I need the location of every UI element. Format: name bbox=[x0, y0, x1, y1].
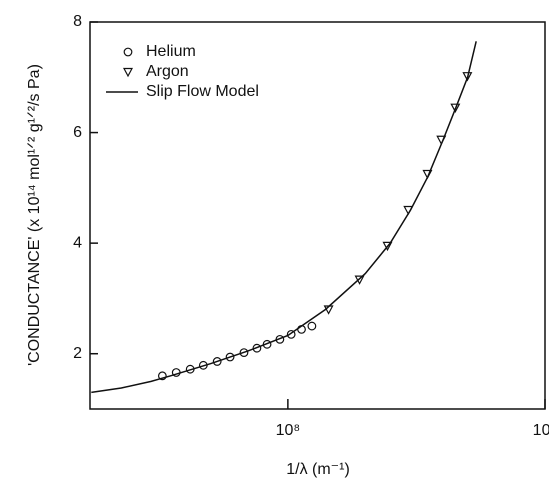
legend-label: Argon bbox=[146, 63, 189, 80]
legend-marker bbox=[123, 47, 133, 57]
data-point bbox=[239, 348, 249, 358]
data-point bbox=[382, 241, 393, 252]
y-tick-label: 6 bbox=[73, 124, 82, 141]
legend-marker bbox=[123, 67, 133, 78]
plot-frame bbox=[89, 21, 546, 410]
x-tick-label: 10⁸ bbox=[276, 422, 301, 439]
data-point bbox=[212, 357, 222, 366]
x-tick-label: 10⁹ bbox=[533, 422, 549, 439]
y-axis-label: 'CONDUCTANCE' (x 10¹⁴ mol¹ᐟ² g¹ᐟ²/s Pa) bbox=[26, 64, 43, 366]
data-point bbox=[450, 103, 461, 113]
data-point bbox=[225, 352, 235, 362]
data-point bbox=[286, 329, 296, 339]
data-point bbox=[354, 275, 365, 285]
x-axis-label: 1/λ (m⁻¹) bbox=[286, 461, 350, 478]
model-line bbox=[91, 41, 477, 394]
data-point bbox=[307, 321, 317, 331]
data-point bbox=[462, 72, 473, 82]
y-tick-label: 4 bbox=[73, 234, 82, 251]
legend-label: Slip Flow Model bbox=[146, 83, 259, 100]
legend-label: Helium bbox=[146, 43, 196, 60]
data-point bbox=[157, 371, 167, 381]
y-tick-label: 8 bbox=[73, 13, 82, 30]
y-tick-label: 2 bbox=[73, 345, 82, 362]
